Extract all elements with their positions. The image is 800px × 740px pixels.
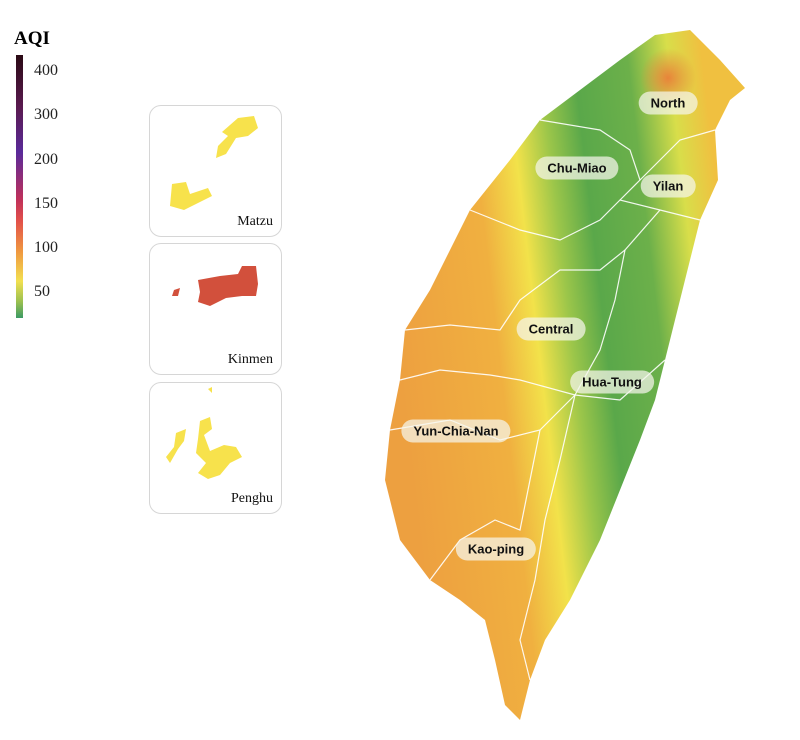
legend-title: AQI [14, 28, 50, 49]
legend-tick: 200 [34, 151, 58, 168]
inset-label: Penghu [231, 491, 273, 506]
legend-tick: 400 [34, 62, 58, 79]
legend-tick: 100 [34, 239, 58, 256]
region-label-chu-miao[interactable]: Chu-Miao [535, 156, 619, 180]
inset-matzu[interactable]: Matzu [149, 105, 282, 237]
inset-penghu[interactable]: Penghu [149, 382, 282, 514]
inset-label: Matzu [237, 214, 273, 229]
legend-tick: 50 [34, 283, 50, 300]
matzu-shape [170, 116, 258, 210]
kinmen-shape [172, 266, 258, 306]
region-label-north[interactable]: North [638, 91, 698, 115]
region-label-yun-chia-nan[interactable]: Yun-Chia-Nan [401, 419, 511, 443]
taiwan-island [385, 30, 745, 720]
inset-label: Kinmen [227, 352, 273, 367]
region-label-kao-ping[interactable]: Kao-ping [455, 537, 537, 561]
inset-kinmen[interactable]: Kinmen [149, 243, 282, 375]
legend-tick: 150 [34, 195, 58, 212]
region-label-hua-tung[interactable]: Hua-Tung [570, 370, 654, 394]
region-label-yilan[interactable]: Yilan [640, 174, 696, 198]
aqi-color-scale [16, 55, 23, 318]
penghu-shape [166, 387, 242, 479]
legend-tick: 300 [34, 106, 58, 123]
region-label-central[interactable]: Central [516, 317, 586, 341]
